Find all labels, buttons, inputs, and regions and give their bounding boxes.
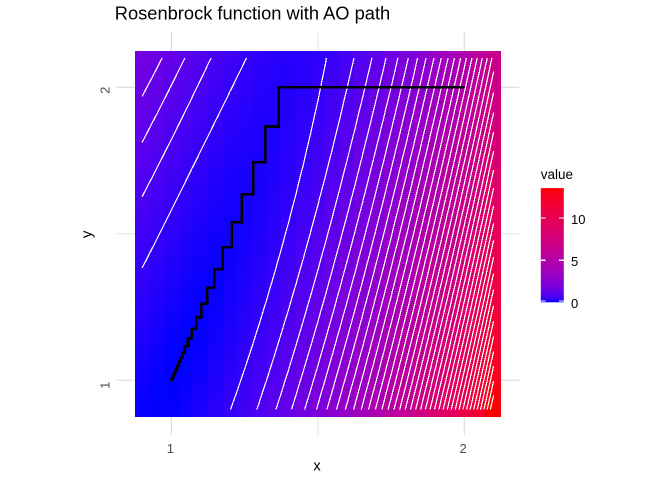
svg-text:x: x xyxy=(313,457,321,474)
svg-text:Rosenbrock function with AO pa: Rosenbrock function with AO path xyxy=(115,3,390,24)
svg-text:0: 0 xyxy=(571,296,578,311)
svg-text:5: 5 xyxy=(571,254,578,269)
svg-text:value: value xyxy=(541,167,573,182)
svg-text:1: 1 xyxy=(97,382,112,389)
svg-text:10: 10 xyxy=(571,212,585,227)
svg-text:y: y xyxy=(78,230,95,238)
svg-text:1: 1 xyxy=(167,441,174,456)
svg-text:2: 2 xyxy=(97,87,112,94)
svg-text:2: 2 xyxy=(459,441,466,456)
